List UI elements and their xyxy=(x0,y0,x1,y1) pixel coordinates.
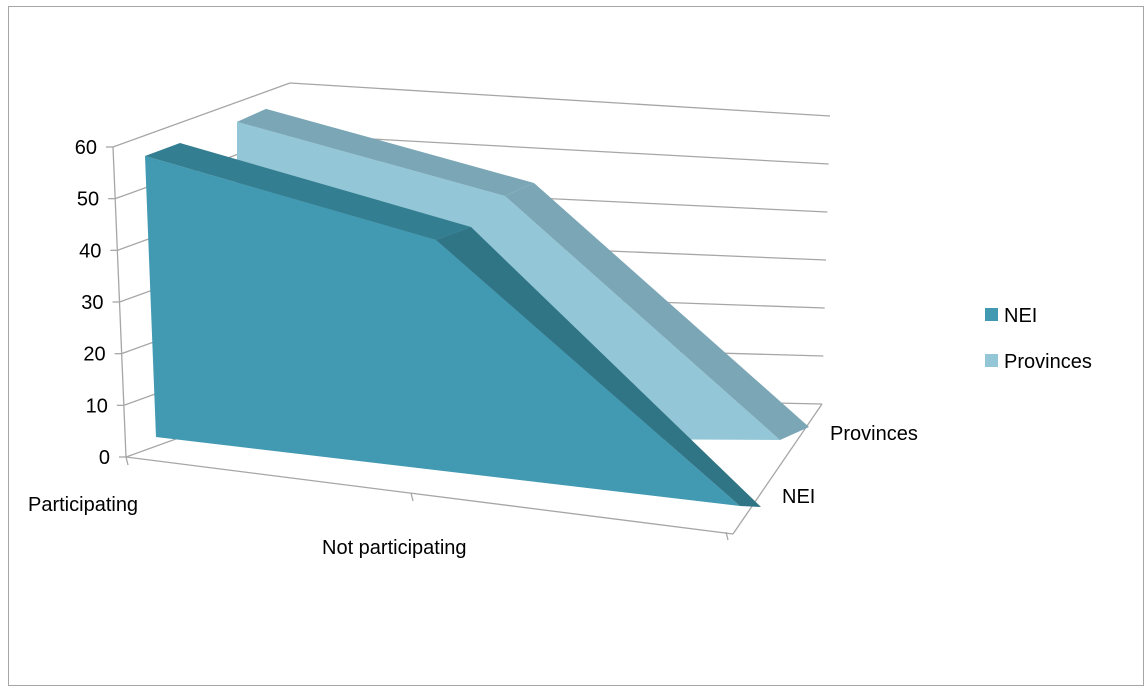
y-tick-label: 30 xyxy=(81,292,103,314)
x-tick-label-not-participating: Not participating xyxy=(322,537,467,559)
legend-swatch-provinces xyxy=(985,354,998,367)
legend-label-provinces: Provinces xyxy=(1004,351,1092,373)
nei-area-top-segment-2 xyxy=(436,227,761,507)
y-tick-label: 20 xyxy=(83,344,105,366)
series-nei xyxy=(145,143,761,507)
nei-area-front xyxy=(145,156,740,506)
y-tick-label: 0 xyxy=(99,447,110,469)
gridline-back xyxy=(289,82,831,117)
x-tick-label-participating: Participating xyxy=(28,494,138,516)
gridline-back xyxy=(292,134,829,165)
legend-swatch-nei xyxy=(985,308,998,321)
depth-label-provinces: Provinces xyxy=(830,423,918,445)
gridline-side xyxy=(112,82,291,148)
x-tick-mark xyxy=(725,531,729,541)
y-tick-label: 60 xyxy=(75,137,97,159)
legend: NEI Provinces xyxy=(985,305,1092,373)
x-tick-mark xyxy=(410,492,414,502)
depth-label-nei: NEI xyxy=(782,486,815,508)
x-tick-mark xyxy=(125,456,129,466)
y-tick-label: 10 xyxy=(86,395,108,417)
y-axis: 0 10 20 30 40 50 60 xyxy=(75,137,126,469)
y-tick-label: 50 xyxy=(77,189,99,211)
nei-area-top-segment-1 xyxy=(145,143,471,240)
floor-front-edge xyxy=(125,456,734,535)
provinces-area-top-segment-2 xyxy=(505,183,809,440)
y-tick-label: 40 xyxy=(79,240,101,262)
x-axis xyxy=(125,456,729,541)
legend-label-nei: NEI xyxy=(1004,305,1037,327)
provinces-area-top-segment-1 xyxy=(237,108,534,196)
